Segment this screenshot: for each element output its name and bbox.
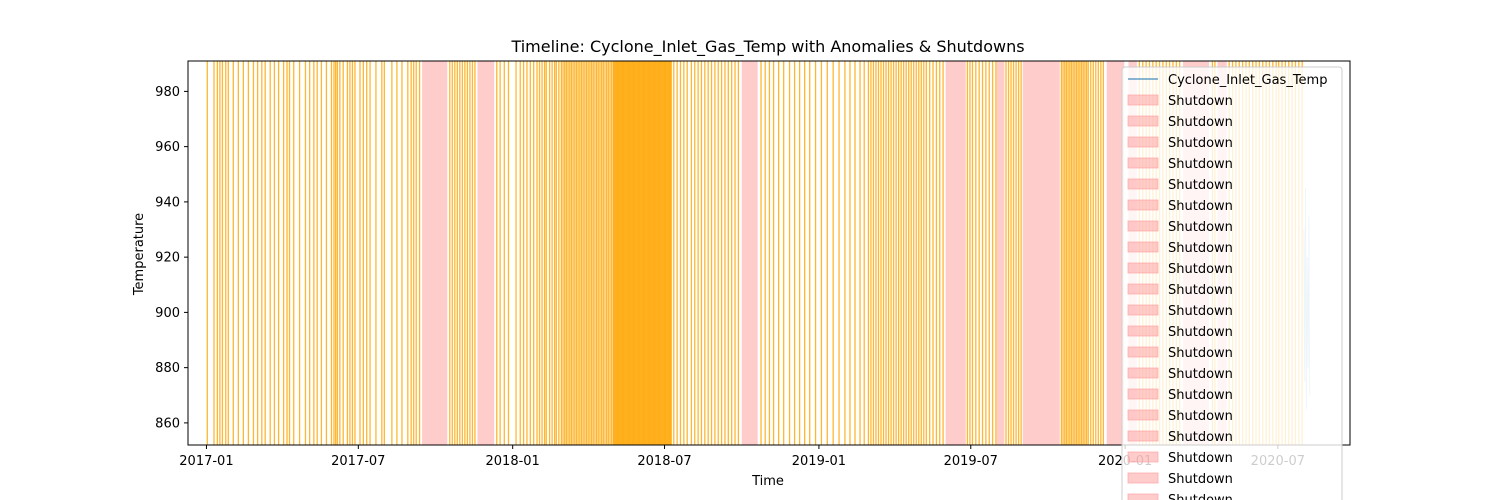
legend-shutdown-label: Shutdown <box>1168 325 1233 340</box>
legend-shutdown-label: Shutdown <box>1168 115 1233 130</box>
shutdown-span <box>741 61 758 445</box>
plot-frame <box>187 60 1351 446</box>
x-tick-label: 2017-01 <box>179 454 233 469</box>
x-tick-label: 2017-07 <box>331 454 385 469</box>
legend-shutdown-swatch <box>1127 367 1159 379</box>
legend-shutdown-label: Shutdown <box>1168 388 1233 403</box>
y-tick-label: 880 <box>155 361 180 376</box>
legend-shutdown-label: Shutdown <box>1168 178 1233 193</box>
x-tick-label: 2019-07 <box>944 454 998 469</box>
legend-shutdown-swatch <box>1127 493 1159 500</box>
x-tick-label: 2019-01 <box>792 454 846 469</box>
legend-shutdown-label: Shutdown <box>1168 199 1233 214</box>
y-tick-label: 920 <box>155 251 180 266</box>
legend-shutdown-label: Shutdown <box>1168 94 1233 109</box>
shutdown-span <box>1106 61 1125 445</box>
legend-shutdown-label: Shutdown <box>1168 493 1233 500</box>
legend-shutdown-label: Shutdown <box>1168 367 1233 382</box>
legend-shutdown-label: Shutdown <box>1168 346 1233 361</box>
shutdown-span <box>1022 61 1060 445</box>
legend-shutdown-swatch <box>1127 346 1159 358</box>
x-axis-title: Time <box>751 474 784 489</box>
legend-shutdown-swatch <box>1127 262 1159 274</box>
legend-shutdown-swatch <box>1127 220 1159 232</box>
shutdown-span <box>477 61 495 445</box>
legend-shutdown-swatch <box>1127 472 1159 484</box>
legend-shutdown-swatch <box>1127 94 1159 106</box>
legend-shutdown-swatch <box>1127 199 1159 211</box>
legend-shutdown-label: Shutdown <box>1168 451 1233 466</box>
legend-shutdown-swatch <box>1127 409 1159 421</box>
legend-shutdown-swatch <box>1127 178 1159 190</box>
legend-shutdown-swatch <box>1127 157 1159 169</box>
legend-shutdown-swatch <box>1127 325 1159 337</box>
y-tick-label: 860 <box>155 416 180 431</box>
legend-shutdown-swatch <box>1127 283 1159 295</box>
legend: Cyclone_Inlet_Gas_Temp Shutdown Shutdown Sh… <box>1121 66 1343 500</box>
legend-shutdown-label: Shutdown <box>1168 220 1233 235</box>
legend-shutdown-swatch <box>1127 304 1159 316</box>
y-axis-title: Temperature <box>132 213 147 296</box>
legend-shutdown-label: Shutdown <box>1168 283 1233 298</box>
legend-shutdown-swatch <box>1127 136 1159 148</box>
legend-shutdown-swatch <box>1127 430 1159 442</box>
y-axis: 860 880 900 920 940 960 980 <box>155 85 188 431</box>
legend-shutdown-swatch <box>1127 451 1159 463</box>
legend-shutdown-label: Shutdown <box>1168 472 1233 487</box>
chart-title: Timeline: Cyclone_Inlet_Gas_Temp with An… <box>510 37 1024 57</box>
legend-shutdown-label: Shutdown <box>1168 262 1233 277</box>
shutdown-span <box>996 61 1005 445</box>
shutdown-span <box>422 61 448 445</box>
shutdown-span <box>945 61 966 445</box>
legend-shutdown-label: Shutdown <box>1168 409 1233 424</box>
y-tick-label: 940 <box>155 195 180 210</box>
x-tick-label: 2018-07 <box>637 454 691 469</box>
legend-shutdown-label: Shutdown <box>1168 430 1233 445</box>
y-tick-label: 900 <box>155 306 180 321</box>
anomaly-layer <box>206 61 1303 445</box>
legend-shutdown-label: Shutdown <box>1168 241 1233 256</box>
legend-shutdown-label: Shutdown <box>1168 157 1233 172</box>
legend-shutdown-label: Shutdown <box>1168 136 1233 151</box>
legend-box <box>1121 66 1343 500</box>
y-tick-label: 960 <box>155 140 180 155</box>
y-tick-label: 980 <box>155 85 180 100</box>
x-tick-label: 2018-01 <box>486 454 540 469</box>
legend-shutdown-swatch <box>1127 241 1159 253</box>
legend-shutdown-swatch <box>1127 115 1159 127</box>
legend-shutdown-label: Shutdown <box>1168 304 1233 319</box>
legend-series-label: Cyclone_Inlet_Gas_Temp <box>1168 73 1327 88</box>
legend-shutdown-swatch <box>1127 388 1159 400</box>
